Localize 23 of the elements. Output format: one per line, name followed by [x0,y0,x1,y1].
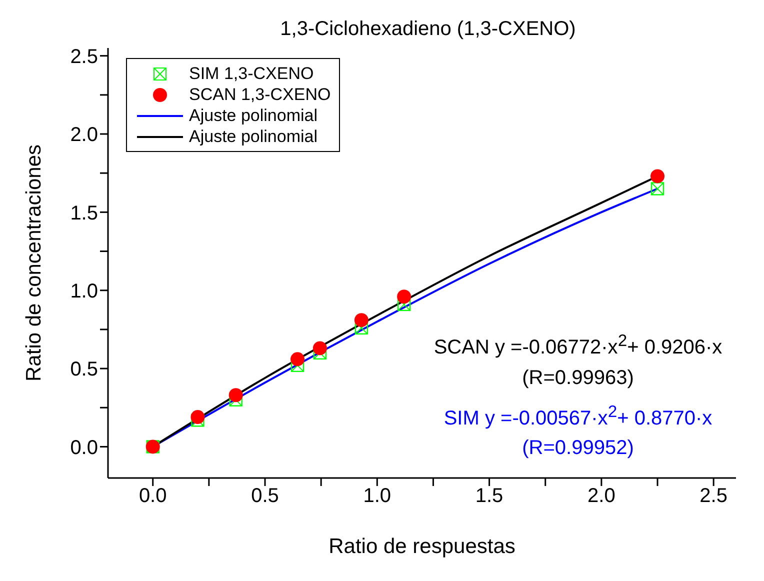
legend-label: Ajuste polinomial [189,106,318,126]
annotation: SCAN y =-0.06772·x$^{2}$+ 0.9206·x [432,330,724,361]
annotation: SIM y =-0.00567·x$^{2}$+ 0.8770·x [442,400,714,432]
x-tick-label: 2.0 [588,485,616,508]
legend-label: SIM 1,3-CXENO [189,64,314,84]
y-tick-label: 0.5 [70,358,98,381]
x-tick-label: 1.0 [363,485,392,508]
annotation: (R=0.99952) [521,436,635,462]
x-tick-label: 0.0 [138,485,167,508]
legend-label: SCAN 1,3-CXENO [189,84,331,104]
y-tick-label: 0.0 [70,436,98,459]
chart-title: 1,3-Ciclohexadieno (1,3-CXENO) [279,18,577,41]
legend-label: Ajuste polinomial [189,126,318,146]
y-axis-title: Ratio de concentraciones [22,144,46,382]
y-tick-label: 1.0 [70,280,98,302]
y-tick-label: 2.0 [70,124,98,146]
x-tick-label: 1.5 [475,485,504,508]
y-tick-label: 2.5 [70,46,98,68]
x-tick-label: 2.5 [700,485,728,508]
y-tick-label: 1.5 [70,202,98,224]
x-axis-title: Ratio de respuestas [328,535,516,558]
x-tick-label: 0.5 [251,485,279,508]
annotation: (R=0.99963) [521,366,635,391]
